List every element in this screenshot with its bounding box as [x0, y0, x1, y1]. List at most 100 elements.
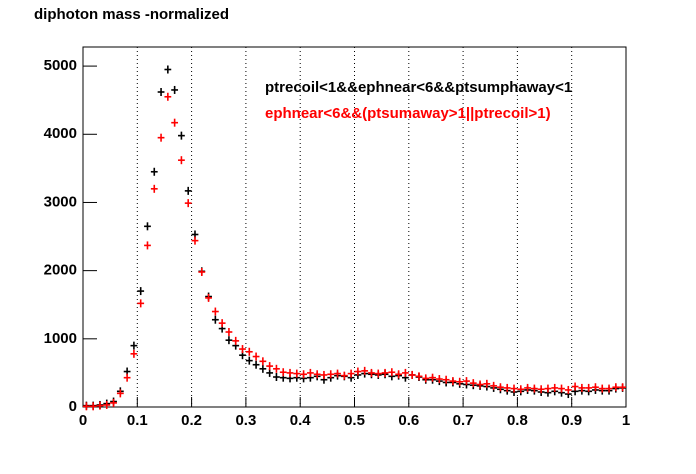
data-point	[232, 336, 240, 345]
data-point	[178, 156, 185, 165]
data-point	[137, 299, 145, 308]
data-point	[320, 370, 328, 379]
x-tick-label: 0.4	[290, 412, 312, 429]
data-point	[327, 370, 335, 379]
x-tick-label: 0.7	[453, 412, 474, 429]
x-tick-label: 0.5	[344, 412, 365, 429]
data-point	[544, 384, 552, 393]
data-point	[592, 383, 599, 392]
y-tick-label: 2000	[44, 262, 77, 279]
data-point	[123, 373, 131, 382]
data-point	[191, 236, 199, 245]
data-point	[483, 379, 491, 388]
data-point	[530, 384, 538, 393]
data-point	[252, 360, 260, 369]
data-point	[469, 379, 477, 388]
data-point	[116, 389, 124, 398]
x-tick-label: 0	[79, 412, 87, 429]
chart-title: diphoton mass -normalized	[34, 6, 229, 23]
data-point	[306, 368, 314, 377]
data-point	[286, 368, 294, 377]
data-point	[164, 92, 172, 101]
data-point	[578, 383, 586, 392]
data-point	[150, 184, 158, 193]
data-point	[313, 370, 321, 379]
data-point	[368, 368, 375, 377]
data-point	[259, 357, 267, 366]
data-point	[273, 364, 280, 373]
data-point	[388, 368, 396, 377]
x-tick-label: 0.2	[181, 412, 202, 429]
data-point	[619, 383, 626, 392]
data-point	[239, 345, 246, 354]
data-point	[273, 373, 280, 381]
data-point	[564, 385, 572, 394]
data-point	[524, 383, 531, 392]
data-point	[605, 384, 613, 393]
data-point	[252, 352, 260, 361]
data-point	[442, 375, 450, 384]
data-point	[293, 369, 301, 378]
data-point	[558, 384, 565, 393]
data-point	[354, 367, 362, 376]
data-point	[551, 383, 559, 392]
y-tick-label: 0	[69, 398, 77, 415]
data-point	[340, 371, 348, 380]
data-point	[517, 385, 525, 394]
data-point	[130, 349, 138, 358]
data-point	[184, 199, 192, 208]
data-point	[510, 384, 518, 393]
legend-label: ptrecoil<1&&ephnear<6&&ptsumphaway<1	[265, 79, 572, 96]
data-point	[164, 65, 172, 74]
y-tick-label: 1000	[44, 330, 77, 347]
data-point	[266, 368, 274, 377]
data-point	[218, 319, 226, 328]
data-point	[157, 133, 165, 142]
data-point	[429, 373, 436, 382]
data-point	[449, 377, 457, 386]
legend-label: ephnear<6&&(ptsumaway>1||ptrecoil>1)	[265, 105, 551, 122]
data-point	[456, 377, 464, 386]
data-point	[130, 341, 138, 350]
data-point	[476, 380, 484, 389]
data-point	[211, 307, 219, 316]
data-point	[503, 383, 511, 392]
x-tick-label: 0.9	[561, 412, 582, 429]
x-tick-label: 0.1	[127, 412, 148, 429]
data-point	[537, 385, 545, 394]
data-point	[612, 383, 620, 392]
data-point	[497, 383, 504, 392]
data-point	[103, 400, 111, 409]
data-point	[150, 167, 158, 176]
data-point	[184, 186, 192, 195]
data-point	[361, 366, 369, 375]
data-point	[374, 369, 382, 378]
data-point	[205, 293, 212, 302]
data-point	[571, 382, 579, 391]
y-tick-label: 4000	[44, 125, 77, 142]
plot-frame	[82, 46, 627, 408]
data-point	[245, 356, 253, 365]
data-point	[137, 287, 145, 296]
data-point	[225, 336, 233, 345]
data-point	[347, 369, 355, 378]
data-point	[157, 88, 165, 96]
data-point	[395, 370, 403, 379]
data-point	[83, 402, 90, 411]
data-point	[334, 369, 341, 378]
data-point	[259, 364, 267, 373]
x-tick-label: 0.6	[398, 412, 419, 429]
data-point	[211, 315, 219, 324]
data-point	[178, 131, 185, 140]
data-point	[381, 368, 389, 377]
data-point	[144, 222, 151, 231]
data-point	[144, 241, 151, 250]
data-point	[171, 118, 179, 127]
data-point	[435, 375, 443, 384]
data-point	[402, 368, 409, 377]
data-point	[422, 374, 430, 383]
data-point	[225, 328, 233, 336]
data-point	[171, 85, 179, 94]
data-point	[408, 370, 416, 379]
